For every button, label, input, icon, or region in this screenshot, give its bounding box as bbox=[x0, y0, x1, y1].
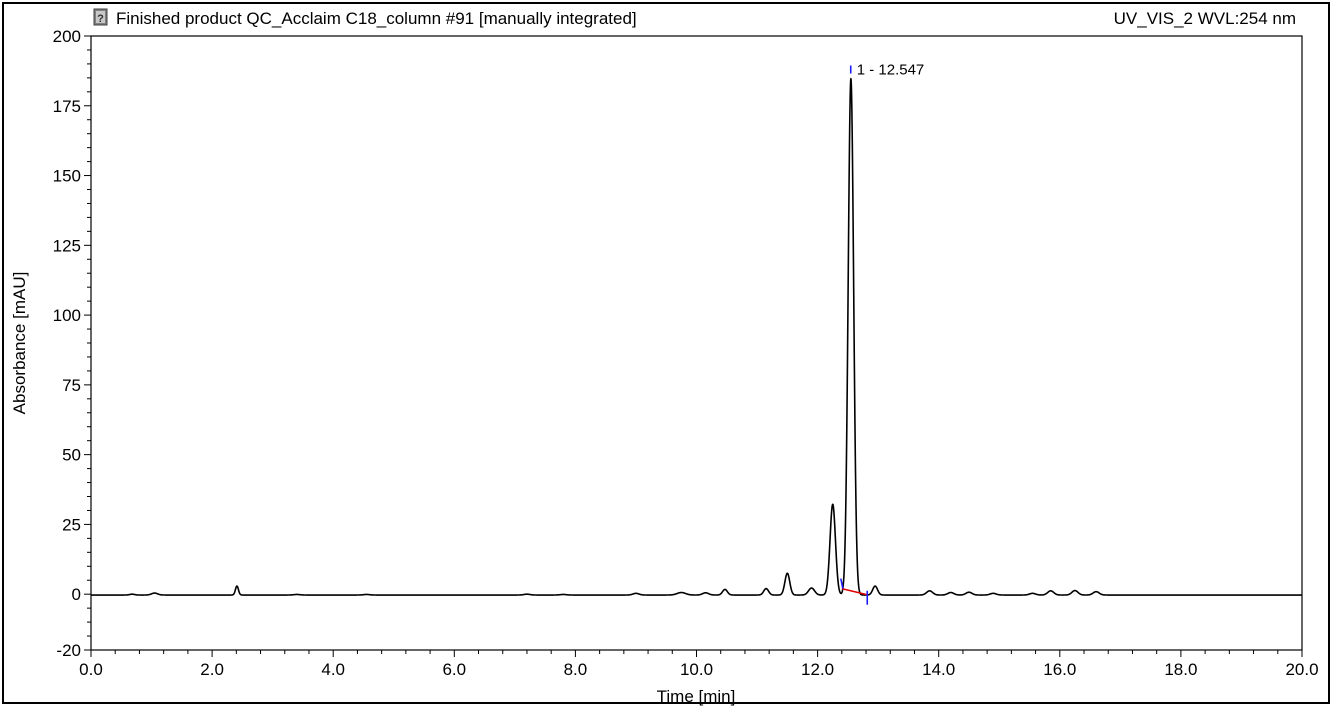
x-tick-label: 8.0 bbox=[564, 660, 588, 679]
question-icon[interactable]: ? bbox=[93, 8, 108, 26]
chart-title: Finished product QC_Acclaim C18_column #… bbox=[116, 9, 637, 28]
y-tick-label: 200 bbox=[53, 27, 81, 46]
chromatogram-line bbox=[90, 77, 1303, 596]
y-tick-label: 0 bbox=[72, 585, 81, 604]
chart-header: ? Finished product QC_Acclaim C18_column… bbox=[93, 8, 1296, 28]
x-tick-label: 4.0 bbox=[321, 660, 345, 679]
x-tick-label: 16.0 bbox=[1043, 660, 1076, 679]
x-axis-title: Time [min] bbox=[657, 687, 736, 706]
plot-area bbox=[90, 35, 1303, 651]
peak-start-marker bbox=[840, 578, 844, 589]
peak-label: 1 - 12.547 bbox=[857, 61, 925, 78]
y-axis-title: Absorbance [mAU] bbox=[10, 272, 29, 415]
integration-baseline bbox=[841, 587, 868, 596]
x-tick-label: 0.0 bbox=[79, 660, 103, 679]
y-tick-label: 50 bbox=[62, 446, 81, 465]
x-tick-label: 20.0 bbox=[1285, 660, 1318, 679]
x-tick-label: 2.0 bbox=[200, 660, 224, 679]
y-tick-label: 75 bbox=[62, 376, 81, 395]
y-tick-label: 150 bbox=[53, 167, 81, 186]
y-tick-label: 175 bbox=[53, 97, 81, 116]
channel-label: UV_VIS_2 WVL:254 nm bbox=[1114, 9, 1296, 28]
y-tick-label: -20 bbox=[56, 641, 81, 660]
y-axis: -20 0 25 50 75 100 125 150 175 200 bbox=[53, 27, 91, 660]
x-axis: 0.0 2.0 4.0 6.0 8.0 10.0 12.0 14.0 16.0 18.0 20.0 bbox=[79, 650, 1319, 679]
y-tick-label: 25 bbox=[62, 515, 81, 534]
chromatogram-trace bbox=[90, 77, 1303, 596]
y-tick-label: 125 bbox=[53, 236, 81, 255]
x-tick-label: 12.0 bbox=[801, 660, 834, 679]
x-tick-label: 10.0 bbox=[680, 660, 713, 679]
y-tick-label: 100 bbox=[53, 306, 81, 325]
peak-integration bbox=[840, 65, 869, 605]
x-tick-label: 18.0 bbox=[1164, 660, 1197, 679]
svg-text:?: ? bbox=[97, 13, 104, 25]
x-tick-label: 6.0 bbox=[442, 660, 466, 679]
x-tick-label: 14.0 bbox=[922, 660, 955, 679]
